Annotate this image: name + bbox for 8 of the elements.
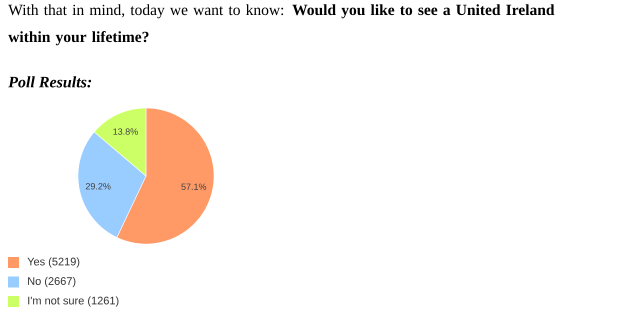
chart-title: With that in mind, today we want to know: Would you like to see a United Ireland within your lifetime? [8, 4, 554, 46]
legend-label: No (2667) [28, 276, 76, 288]
data-label: 57.1% [181, 184, 206, 190]
data-label: 29.2% [86, 183, 111, 190]
data-label: 13.8% [113, 128, 138, 135]
legend-label: I'm not sure (1261) [28, 296, 118, 307]
chart-subtitle: Poll Results: [8, 76, 92, 88]
legend-label: Yes (5219) [27, 257, 80, 268]
